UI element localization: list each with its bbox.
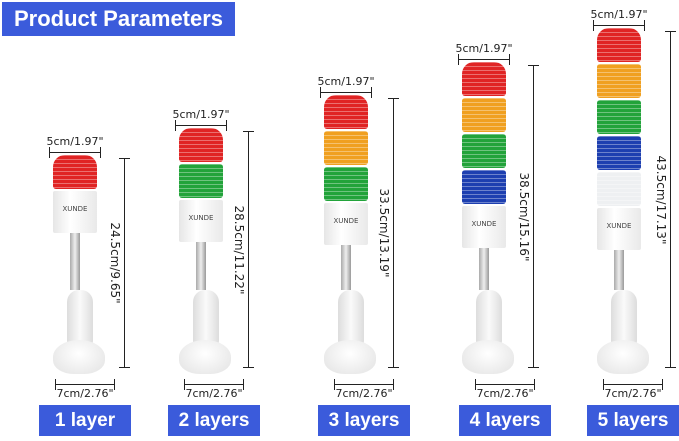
- pole: [341, 245, 351, 290]
- mount-base: [53, 340, 105, 374]
- height-dimension-line: [388, 98, 399, 368]
- pole: [196, 242, 206, 290]
- base-width-label: 7cm/2.76": [56, 387, 114, 400]
- top-width-dimension-line: [175, 120, 227, 131]
- light-layer-green: [462, 134, 506, 168]
- height-label: 24.5cm/9.65": [108, 222, 122, 304]
- layer-count-badge: 2 layers: [168, 405, 260, 436]
- base-width-label: 7cm/2.76": [185, 387, 243, 400]
- mount-base: [179, 340, 231, 374]
- light-layer-orange: [597, 64, 641, 98]
- brand-label: XUNDE: [471, 220, 497, 228]
- light-layer-orange: [462, 98, 506, 132]
- light-layer-red: [179, 128, 223, 162]
- tower-body: XUNDE: [597, 208, 641, 250]
- height-label: 38.5cm/15.16": [517, 172, 531, 261]
- tower-body: XUNDE: [324, 203, 368, 245]
- brand-label: XUNDE: [333, 217, 359, 225]
- light-layer-blue: [597, 136, 641, 170]
- light-layer-red: [462, 62, 506, 96]
- brand-label: XUNDE: [62, 205, 88, 213]
- title-banner: Product Parameters: [2, 2, 235, 36]
- light-layer-green: [179, 164, 223, 198]
- top-width-label: 5cm/1.97": [590, 8, 648, 21]
- top-width-dimension-line: [49, 147, 101, 158]
- height-label: 33.5cm/13.19": [377, 188, 391, 278]
- pole: [70, 233, 80, 290]
- mount-arm: [338, 290, 364, 345]
- base-width-dimension-line: [334, 379, 394, 390]
- light-layer-green: [324, 167, 368, 201]
- mount-arm: [193, 290, 219, 345]
- height-dimension-line: [243, 131, 254, 368]
- height-dimension-line: [665, 31, 676, 368]
- pole: [479, 248, 489, 290]
- light-layer-blue: [462, 170, 506, 204]
- base-width-label: 7cm/2.76": [476, 387, 534, 400]
- base-width-dimension-line: [475, 379, 535, 390]
- light-layer-red: [597, 28, 641, 62]
- tower-body: XUNDE: [53, 191, 97, 233]
- layer-count-badge: 5 layers: [587, 405, 679, 436]
- brand-label: XUNDE: [188, 214, 214, 222]
- top-width-label: 5cm/1.97": [317, 75, 375, 88]
- mount-base: [597, 340, 649, 374]
- light-layer-white: [597, 172, 641, 206]
- height-label: 28.5cm/11.22": [232, 205, 246, 294]
- base-width-dimension-line: [603, 379, 663, 390]
- layer-count-badge: 3 layers: [318, 405, 410, 436]
- mount-base: [324, 340, 376, 374]
- height-dimension-line: [119, 158, 130, 368]
- base-width-label: 7cm/2.76": [335, 387, 393, 400]
- base-width-label: 7cm/2.76": [604, 387, 662, 400]
- tower-body: XUNDE: [462, 206, 506, 248]
- base-width-dimension-line: [184, 379, 244, 390]
- mount-arm: [67, 290, 93, 345]
- height-label: 43.5cm/17.13": [654, 155, 668, 244]
- light-layer-green: [597, 100, 641, 134]
- mount-base: [462, 340, 514, 374]
- pole: [614, 250, 624, 290]
- top-width-dimension-line: [458, 54, 510, 65]
- height-dimension-line: [528, 65, 539, 368]
- layer-count-badge: 4 layers: [459, 405, 551, 436]
- mount-arm: [476, 290, 502, 345]
- mount-arm: [611, 290, 637, 345]
- light-layer-red: [53, 155, 97, 189]
- brand-label: XUNDE: [606, 222, 632, 230]
- top-width-label: 5cm/1.97": [172, 108, 230, 121]
- layer-count-badge: 1 layer: [39, 405, 131, 436]
- top-width-label: 5cm/1.97": [455, 42, 513, 55]
- top-width-dimension-line: [593, 20, 645, 31]
- base-width-dimension-line: [55, 379, 115, 390]
- top-width-dimension-line: [320, 87, 372, 98]
- light-layer-orange: [324, 131, 368, 165]
- top-width-label: 5cm/1.97": [46, 135, 104, 148]
- tower-body: XUNDE: [179, 200, 223, 242]
- light-layer-red: [324, 95, 368, 129]
